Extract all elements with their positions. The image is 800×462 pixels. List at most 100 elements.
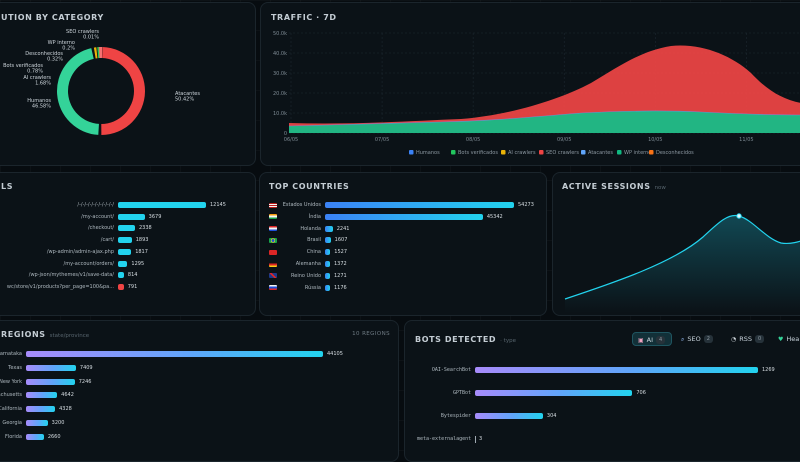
country-value: 1607 [334,237,348,244]
donut-label-name: WP interno [48,40,75,46]
country-name: Holanda [300,225,321,232]
y-tick-label: 10.0k [273,111,287,117]
bot-bar [475,367,758,373]
x-tick-label: 08/05 [466,137,480,143]
url-value: 1893 [135,237,149,244]
country-row[interactable]: Estados Unidos 54273 [260,202,546,210]
legend-label: AI crawlers [508,150,536,156]
legend-swatch [581,150,586,155]
donut-label-name: AI crawlers [23,75,51,81]
tab-hea[interactable]: ♥ Hea [773,332,800,346]
robot-icon: ▣ [638,337,644,344]
country-row[interactable]: Índia 45342 [260,213,546,222]
tab-seo[interactable]: ⌕ SEO 2 [676,332,720,346]
tab-rss[interactable]: ◔ RSS 0 [726,332,768,346]
y-tick-label: 0 [284,131,287,137]
url-bar [118,248,132,255]
url-row[interactable]: /my-account/orders/1295 [0,260,255,269]
url-bar [118,283,124,290]
url-row[interactable]: /wp-json/mythemes/v1/save-data/814 [0,272,255,280]
bot-bar [475,390,633,396]
bot-value: 706 [636,390,646,396]
legend-item[interactable]: Humanos [409,150,440,156]
flag-icon-cn [269,249,277,255]
sessions-area [565,215,800,313]
url-path: /my-account/orders/ [63,260,114,267]
region-row[interactable]: Florida 2660 [0,433,398,442]
url-value: 3679 [148,213,162,220]
region-value: 7246 [78,378,92,385]
url-path: /cart/ [100,237,114,244]
bot-row[interactable]: OAI-SearchBot 1269 [405,367,800,375]
country-row[interactable]: Brasil 1607 [260,237,546,245]
url-row[interactable]: /my-account/3679 [0,213,255,222]
region-row[interactable]: New York 7246 [0,378,398,387]
region-value: 4642 [61,392,74,399]
url-value: 791 [127,283,138,290]
region-row[interactable]: Georgia 3200 [0,420,398,428]
legend-item[interactable]: Desconhecidos [649,150,694,156]
region-name: Florida [4,433,22,440]
url-bar [118,237,132,244]
url-path: /wp-admin/admin-ajax.php [46,248,114,255]
donut-label-pct: 0.78% [27,69,43,75]
flag-icon-de [269,261,277,267]
legend-item[interactable]: WP interno [617,150,651,156]
legend-item[interactable]: Atacantes [581,150,613,156]
url-value: 12145 [210,202,226,208]
flag-icon-br [269,237,277,243]
flag-icon-us [269,202,277,208]
url-row[interactable]: /checkout/2338 [0,225,255,233]
other-series-line [288,110,800,127]
region-bar [26,378,75,385]
legend-item[interactable]: SEO crawlers [539,150,579,156]
legend-item[interactable]: AI crawlers [501,150,536,156]
donut-label-pct: 1.68% [35,81,51,87]
region-name: Texas [8,364,22,371]
region-row[interactable]: Massachusetts 4642 [0,392,398,400]
region-bar [26,364,76,371]
url-row[interactable]: /-/-/-/-/-/-/-/-/-/-/ 12145 [0,202,255,210]
bot-row[interactable]: GPTBot 706 [405,390,800,398]
country-name: Índia [308,213,321,220]
country-value: 1372 [334,261,347,267]
region-value: 7409 [79,364,93,371]
legend-swatch [451,150,456,155]
donut-label-pct: 0.2% [62,46,75,52]
url-row[interactable]: /cart/1893 [0,237,255,245]
legend-item[interactable]: Bots verificados [451,150,498,156]
region-bar [26,351,323,357]
tab-ai[interactable]: ▣ AI 4 [632,332,672,346]
bot-row[interactable]: meta-externalagent 3 [405,436,800,444]
heart-icon: ♥ [778,336,784,343]
bot-row[interactable]: Bytespider 304 [405,413,800,421]
sessions-panel: ACTIVE SESSIONS now [552,172,800,316]
country-row[interactable]: Reino Unido 1271 [260,272,546,281]
sessions-line [564,214,800,300]
country-row[interactable]: Alemanha 1372 [260,261,546,269]
country-row[interactable]: China 1527 [260,249,546,257]
country-row[interactable]: Rússia 1176 [260,284,546,293]
country-name: Estados Unidos [282,202,321,208]
y-tick-label: 20.0k [273,91,287,97]
tab-label: AI [646,336,654,344]
rss-icon: ◔ [731,336,737,343]
regions-title: REGIONS state/province [1,330,89,339]
legend-label: SEO crawlers [546,150,579,156]
url-value: 2338 [138,225,152,232]
legend-label: Humanos [416,150,440,156]
tab-label: Hea [786,335,800,343]
donut-label-pct: 46.58% [32,104,51,110]
url-row[interactable]: /wp-admin/admin-ajax.php 1817 [0,248,255,257]
region-row[interactable]: Texas 7409 [0,364,398,373]
humans-area [289,110,800,133]
legend-swatch [409,150,414,155]
country-row[interactable]: Holanda 2241 [260,225,546,234]
region-row[interactable]: California 4328 [0,406,398,414]
region-row[interactable]: Karnataka 44105 [0,351,398,359]
country-value: 45342 [486,213,503,220]
legend-label: Desconhecidos [656,150,694,156]
url-row[interactable]: wc/store/v1/products?per_page=100&pa... 7… [0,283,255,292]
